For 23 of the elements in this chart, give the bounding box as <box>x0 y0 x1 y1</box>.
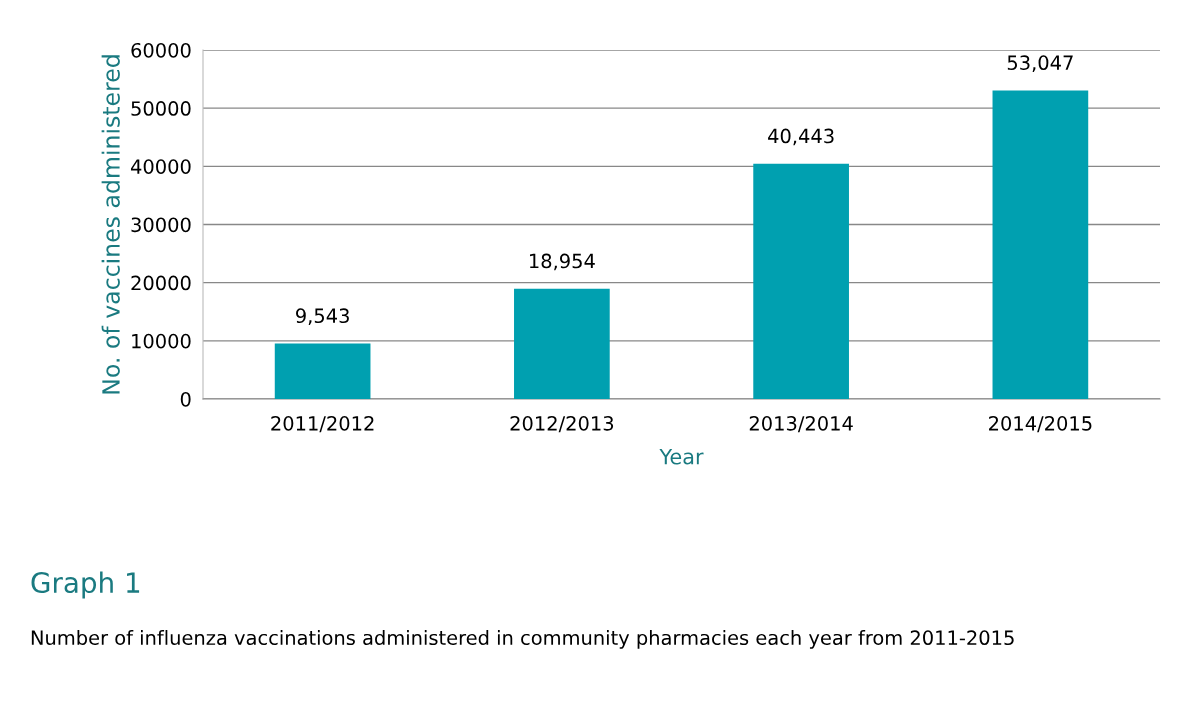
bar <box>274 343 371 399</box>
y-tick-label: 30000 <box>131 217 191 233</box>
y-tick-label: 0 <box>180 391 191 407</box>
y-tick-label: 60000 <box>131 42 191 58</box>
data-label: 40,443 <box>768 128 834 146</box>
text: Number of influenza vaccinations administered in community pharmacies each year from 2011-2015 <box>31 630 1014 649</box>
y-tick-label: 10000 <box>132 333 191 349</box>
y-axis-title: No. of vaccines administered <box>101 55 120 394</box>
y-tick-label: 50000 <box>131 101 191 116</box>
bar <box>992 90 1089 399</box>
bar <box>753 163 849 399</box>
bar <box>514 288 610 399</box>
data-label: 53,047 <box>1007 55 1073 72</box>
x-axis-title: Year <box>659 449 704 465</box>
x-tick-label: 2014/2015 <box>989 416 1092 433</box>
y-tick-label: 20000 <box>131 275 191 291</box>
x-tick-label: 2013/2014 <box>749 416 853 433</box>
x-tick-label: 2012/2013 <box>510 416 614 433</box>
x-tick-label: 2011/2012 <box>271 416 374 433</box>
data-label: 9,543 <box>296 308 349 326</box>
text: Graph 1 <box>31 571 140 599</box>
data-label: 18,954 <box>529 253 595 271</box>
y-tick-label: 40000 <box>130 159 191 174</box>
